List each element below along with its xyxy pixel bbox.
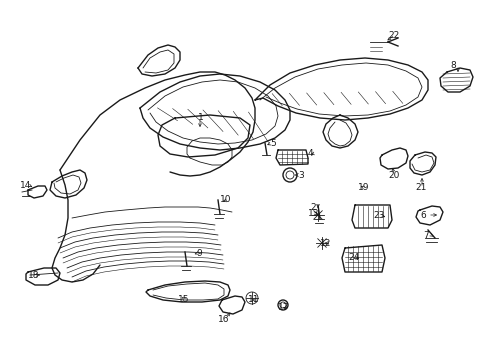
Text: 10: 10 — [220, 195, 231, 204]
Text: 21: 21 — [414, 184, 426, 193]
Text: 5: 5 — [269, 139, 275, 148]
Text: 17: 17 — [278, 303, 289, 312]
Text: 16: 16 — [218, 315, 229, 324]
Text: 11: 11 — [247, 296, 259, 305]
Text: 2: 2 — [309, 202, 315, 211]
Text: 8: 8 — [449, 60, 455, 69]
Text: 19: 19 — [357, 184, 369, 193]
Text: 4: 4 — [307, 148, 313, 158]
Text: 18: 18 — [28, 270, 40, 279]
Text: 20: 20 — [387, 171, 399, 180]
Text: 1: 1 — [198, 113, 203, 122]
Text: 14: 14 — [20, 180, 31, 189]
Text: 23: 23 — [372, 211, 384, 220]
Text: 24: 24 — [347, 253, 359, 262]
Text: 15: 15 — [178, 296, 189, 305]
Text: 12: 12 — [319, 238, 331, 248]
Text: 9: 9 — [196, 248, 202, 257]
Text: 13: 13 — [307, 208, 319, 217]
Text: 7: 7 — [422, 230, 428, 239]
Text: 22: 22 — [387, 31, 398, 40]
Text: 6: 6 — [419, 211, 425, 220]
Text: 3: 3 — [297, 171, 303, 180]
